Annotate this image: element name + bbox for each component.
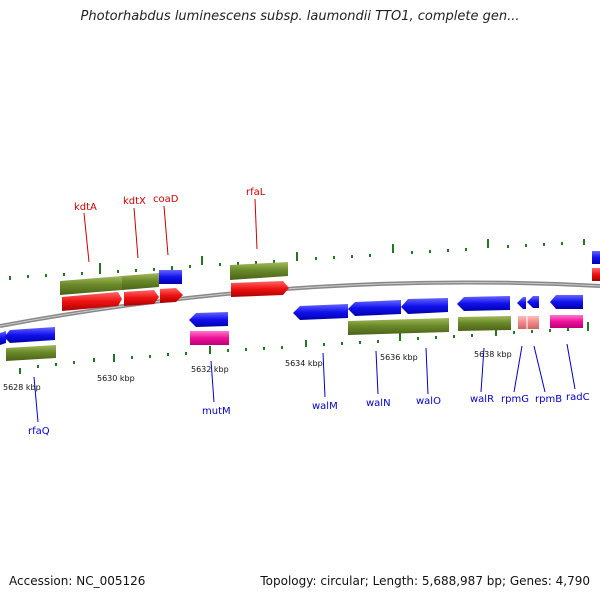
tick-label: 5636 kbp bbox=[380, 353, 418, 362]
cds-arrow[interactable] bbox=[189, 312, 228, 327]
gene-label-walO[interactable]: walO bbox=[416, 396, 441, 407]
gene-label-kdtA[interactable]: kdtA bbox=[74, 202, 97, 213]
gene-label-walN[interactable]: walN bbox=[366, 398, 391, 409]
cds-box[interactable] bbox=[592, 251, 600, 264]
gene-box[interactable] bbox=[230, 262, 288, 280]
gc-ticks-top bbox=[9, 239, 585, 280]
gene-label-rfaQ[interactable]: rfaQ bbox=[28, 426, 50, 437]
cds-arrow[interactable] bbox=[527, 296, 539, 308]
gene-label-mutM[interactable]: mutM bbox=[202, 406, 231, 417]
reverse-cds-track bbox=[0, 295, 583, 345]
tick-label: 5630 kbp bbox=[97, 374, 135, 383]
gene-label-radC[interactable]: radC bbox=[566, 392, 590, 403]
gene-label-walR[interactable]: walR bbox=[470, 394, 494, 405]
gc-ticks-bottom bbox=[19, 322, 589, 374]
tick-label: 5628 kbp bbox=[3, 383, 41, 392]
cds-arrow[interactable] bbox=[62, 292, 122, 311]
cds-arrow[interactable] bbox=[457, 296, 510, 311]
gene-box[interactable] bbox=[6, 345, 56, 361]
rna-box[interactable] bbox=[190, 331, 229, 345]
top-label-leaders bbox=[83, 198, 258, 263]
gene-box[interactable] bbox=[122, 273, 159, 290]
cds-arrow[interactable] bbox=[550, 295, 583, 309]
cds-arrow[interactable] bbox=[4, 327, 55, 343]
gene-label-kdtX[interactable]: kdtX bbox=[123, 196, 146, 207]
reverse-gene-track bbox=[6, 315, 583, 361]
gene-label-rpmG[interactable]: rpmG bbox=[501, 394, 529, 405]
forward-gene-track bbox=[60, 262, 288, 295]
genome-summary: Topology: circular; Length: 5,688,987 bp… bbox=[260, 574, 590, 588]
cds-arrow[interactable] bbox=[348, 300, 401, 316]
gene-label-rfaL[interactable]: rfaL bbox=[246, 187, 266, 198]
gene-box[interactable] bbox=[348, 318, 449, 335]
map-title: Photorhabdus luminescens subsp. laumondi… bbox=[80, 9, 520, 24]
bottom-gene-labels: rfaQ mutM walM walN walO walR rpmG rpmB … bbox=[28, 392, 590, 437]
cds-arrow[interactable] bbox=[293, 304, 348, 320]
cds-arrow[interactable] bbox=[401, 298, 448, 314]
top-gene-labels: kdtA kdtX coaD rfaL bbox=[74, 187, 266, 213]
gene-label-coaD[interactable]: coaD bbox=[153, 194, 179, 205]
tick-label: 5634 kbp bbox=[285, 359, 323, 368]
forward-cds-track bbox=[62, 251, 600, 311]
bottom-label-leaders bbox=[33, 343, 576, 423]
cds-arrow[interactable] bbox=[517, 297, 526, 309]
gene-label-walM[interactable]: walM bbox=[312, 401, 338, 412]
cds-arrow[interactable] bbox=[231, 281, 289, 297]
cds-box[interactable] bbox=[592, 268, 600, 281]
gene-box[interactable] bbox=[60, 276, 122, 295]
cds-arrow[interactable] bbox=[124, 290, 159, 306]
rna-box[interactable] bbox=[550, 315, 583, 328]
rna-box[interactable] bbox=[518, 316, 539, 329]
accession-label: Accession: NC_005126 bbox=[9, 574, 146, 588]
gene-label-rpmB[interactable]: rpmB bbox=[535, 394, 562, 405]
tick-label: 5638 kbp bbox=[474, 350, 512, 359]
cds-arrow[interactable] bbox=[0, 331, 6, 345]
tick-label: 5632 kbp bbox=[191, 365, 229, 374]
cds-box[interactable] bbox=[159, 270, 182, 284]
scale-tick-labels: 5628 kbp 5630 kbp 5632 kbp 5634 kbp 5636… bbox=[3, 350, 512, 392]
cds-arrow[interactable] bbox=[160, 288, 183, 303]
gene-box[interactable] bbox=[458, 316, 511, 331]
